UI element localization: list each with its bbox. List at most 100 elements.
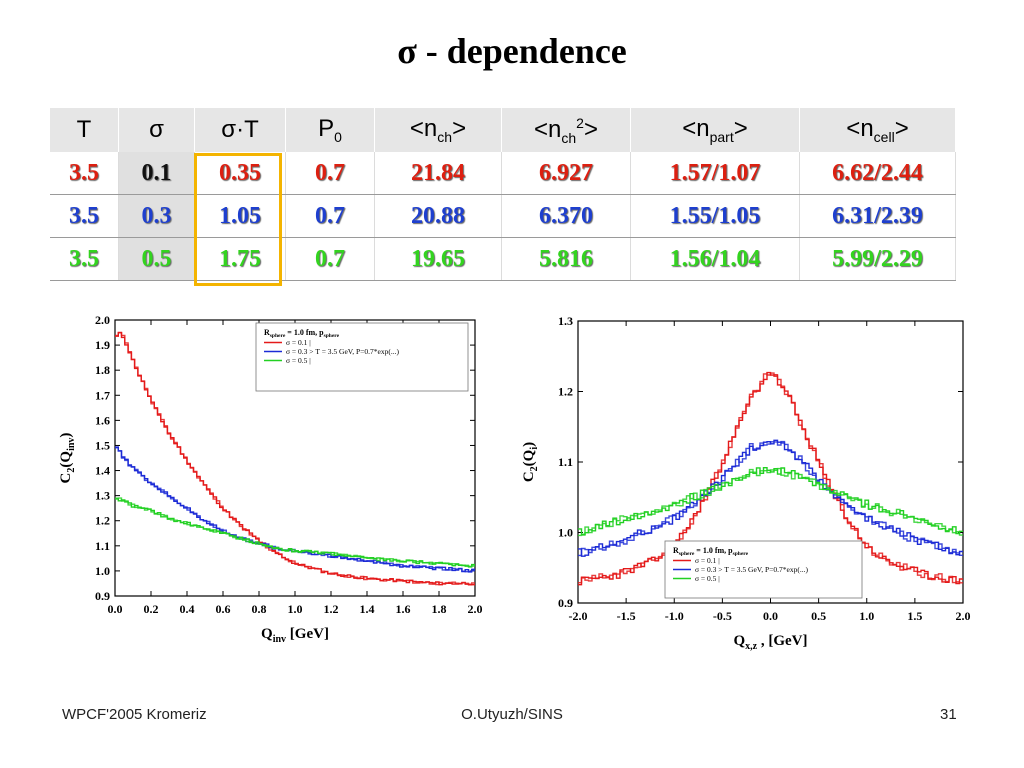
table-cell: 6.927 [501,152,631,195]
x-tick-label: 0.2 [144,602,159,616]
legend-header: Rsphere = 1.0 fm, psphere [673,546,749,557]
table-cell: 1.57/1.07 [630,152,800,195]
y-tick-label: 0.9 [558,596,573,610]
legend-box [255,322,469,392]
x-tick-label: -2.0 [569,609,588,623]
table-cell: 19.65 [374,237,502,281]
y-tick-label: 1.3 [95,489,110,503]
table-header-0: T [50,108,119,152]
x-tick-label: 0.6 [216,602,231,616]
slide-title: σ - dependence [397,31,627,71]
table-cell: 6.370 [501,194,631,238]
table-cell: 1.75 [194,237,286,281]
table-row: 3.5 0.3 1.05 0.7 20.88 6.370 1.55/1.05 6.31/2.3… [50,194,956,238]
chart-cinv: 0.9 1.0 1.1 1.2 1.3 1.4 1.5 1.6 1.7 1.8 1.9 2.0 0.0 0… [58,313,483,645]
x-tick-label: 0.4 [180,602,195,616]
table-cell: 0.7 [285,237,375,281]
y-tick-label: 1.1 [95,539,110,553]
legend-box [664,540,863,599]
x-tick-label: 0.0 [763,609,778,623]
table-cell: 0.7 [285,194,375,238]
x-tick-label: 1.0 [859,609,874,623]
x-tick-label: 0.5 [811,609,826,623]
y-tick-label: 1.7 [95,388,110,402]
legend-entry: σ = 0.1 | [695,556,720,565]
legend-entry: σ = 0.3 > T = 3.5 GeV, P=0.7*exp(...) [286,347,399,356]
x-axis-label: Qx,z , [GeV] [733,633,807,652]
x-tick-label: 2.0 [468,602,483,616]
table-header-6: <npart> [630,108,800,152]
legend-entry: σ = 0.1 | [286,338,311,347]
footer-page-number: 31 [940,706,957,723]
legend-entry: σ = 0.5 | [286,356,311,365]
y-tick-label: 0.9 [95,589,110,603]
chart-cqi: 0.9 1.0 1.1 1.2 1.3 -2.0 -1.5 -1.0 -0.5 0.0 0.5 1.0… [521,314,971,652]
y-tick-label: 2.0 [95,313,110,327]
table-header-7: <ncell> [799,108,956,152]
y-tick-label: 1.4 [95,464,110,478]
table-cell: 3.5 [50,152,119,195]
table-cell: 0.7 [285,152,375,195]
y-tick-label: 1.2 [95,514,110,528]
x-tick-label: 1.6 [396,602,411,616]
table-cell: 0.1 [118,152,195,195]
footer-center: O.Utyuzh/SINS [461,706,563,723]
x-tick-label: 1.0 [288,602,303,616]
y-tick-label: 1.0 [558,526,573,540]
series-line [578,372,963,584]
x-tick-label: 1.5 [907,609,922,623]
x-axis-label: Qinv [GeV] [261,626,329,645]
y-tick-label: 1.5 [95,438,110,452]
table-cell: 6.31/2.39 [799,194,956,238]
y-axis-label: C2(Qinv) [58,433,77,484]
y-axis-label: C2(Qi) [521,442,540,482]
table-cell: 21.84 [374,152,502,195]
table-cell: 0.35 [194,152,286,195]
x-tick-label: 1.4 [360,602,375,616]
table-cell: 0.5 [118,237,195,281]
legend-entry: σ = 0.3 > T = 3.5 GeV, P=0.7*exp(...) [695,565,808,574]
table-header-5: <nch2> [501,108,631,152]
x-tick-label: -1.5 [617,609,636,623]
table-header-1: σ [118,108,195,152]
table-header-2: σ·T [194,108,286,152]
table-cell: 1.55/1.05 [630,194,800,238]
table-row: 3.5 0.5 1.75 0.7 19.65 5.816 1.56/1.04 5.99/2.2… [50,237,956,281]
x-tick-label: 0.8 [252,602,267,616]
series-line [115,332,475,586]
table-cell: 0.3 [118,194,195,238]
table-cell: 3.5 [50,194,119,238]
table-row: 3.5 0.1 0.35 0.7 21.84 6.927 1.57/1.07 6.62/2.4… [50,152,956,195]
x-tick-label: 1.2 [324,602,339,616]
y-tick-label: 1.8 [95,363,110,377]
y-tick-label: 1.9 [95,338,110,352]
y-tick-label: 1.6 [95,413,110,427]
table-header-3: P0 [285,108,375,152]
x-tick-label: 2.0 [956,609,971,623]
table-cell: 5.99/2.29 [799,237,956,281]
table-cell: 6.62/2.44 [799,152,956,195]
y-tick-label: 1.2 [558,385,573,399]
legend-header: Rsphere = 1.0 fm, psphere [264,328,340,339]
x-tick-label: 1.8 [432,602,447,616]
x-tick-label: -0.5 [713,609,732,623]
table-cell: 1.56/1.04 [630,237,800,281]
footer-left: WPCF'2005 Kromeriz [62,706,207,723]
series-line [578,440,963,557]
x-tick-label: -1.0 [665,609,684,623]
y-tick-label: 1.0 [95,564,110,578]
legend-entry: σ = 0.5 | [695,574,720,583]
table-header-4: <nch> [374,108,502,152]
table-cell: 5.816 [501,237,631,281]
y-tick-label: 1.3 [558,314,573,328]
x-tick-label: 0.0 [108,602,123,616]
sigma-t-highlight-box [194,153,282,286]
y-tick-label: 1.1 [558,455,573,469]
series-line [115,497,475,567]
table-cell: 1.05 [194,194,286,238]
table-cell: 20.88 [374,194,502,238]
table-cell: 3.5 [50,237,119,281]
table-body: 3.5 0.1 0.35 0.7 21.84 6.927 1.57/1.07 6.62/2.4… [50,152,956,281]
